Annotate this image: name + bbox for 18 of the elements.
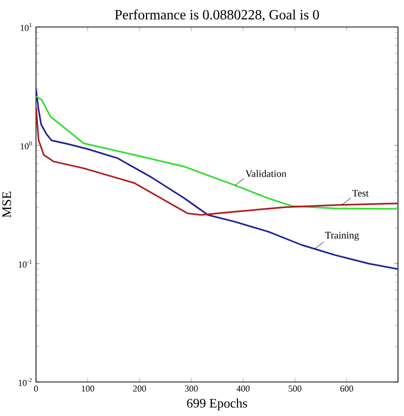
y-tick-label: 10$^{0}$ xyxy=(20,141,32,150)
x-axis-title: 699 Epochs xyxy=(187,398,248,410)
series-label: Validation xyxy=(245,170,286,178)
x-tick-label: 600 xyxy=(340,386,354,392)
x-tick-label: 0 xyxy=(34,386,38,392)
y-tick-label: 10$^{-2}$ xyxy=(18,378,32,386)
x-tick-label: 400 xyxy=(236,386,250,392)
x-tick-label: 100 xyxy=(82,386,94,392)
line-series xyxy=(36,88,398,270)
series-label: Training xyxy=(325,232,359,241)
y-tick-label: 10$^{1}$ xyxy=(20,23,32,31)
series-label: Test xyxy=(352,190,369,197)
y-axis-title: MSE xyxy=(2,192,12,218)
x-tick-label: 500 xyxy=(288,386,302,392)
y-tick-label: 10$^{-1}$ xyxy=(18,260,32,268)
x-tick-label: 200 xyxy=(133,386,146,392)
x-tick-label: 300 xyxy=(185,386,198,392)
chart-title: Performance is 0.0880228, Goal is 0 xyxy=(114,9,319,22)
